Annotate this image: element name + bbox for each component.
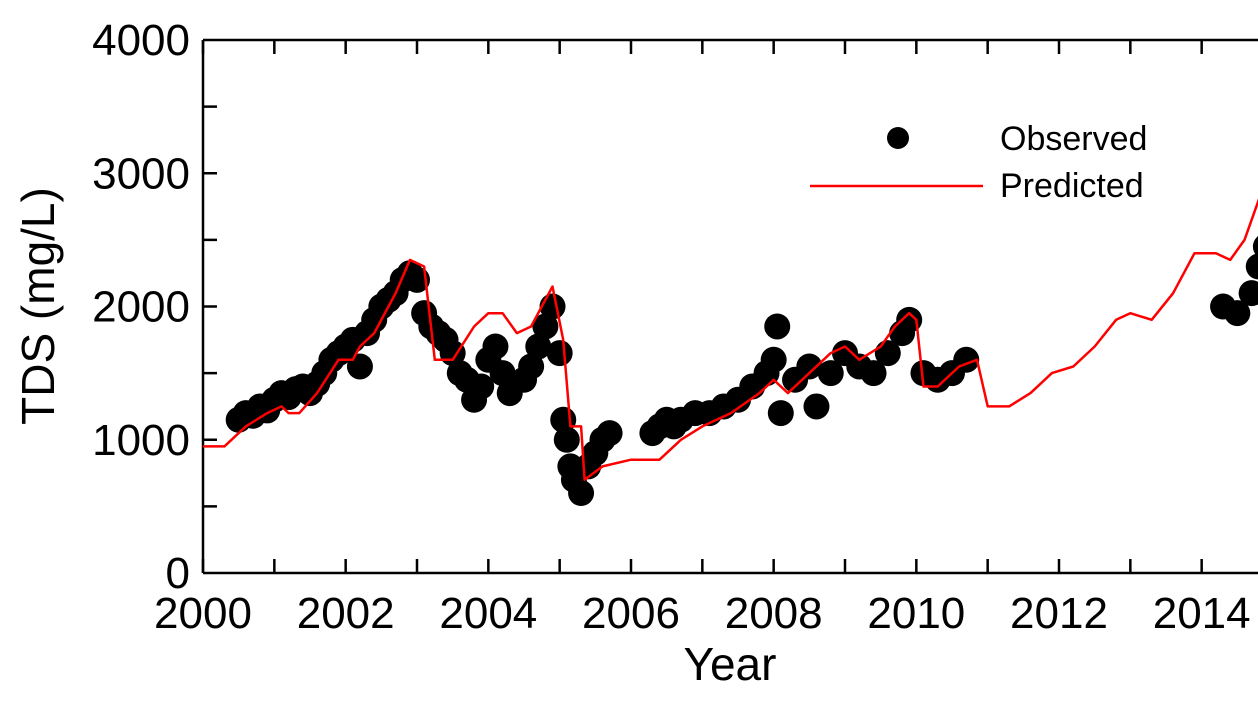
x-tick-label: 2002 — [297, 589, 395, 638]
y-tick-label: 3000 — [92, 149, 190, 198]
observed-point — [760, 346, 787, 373]
observed-point — [896, 306, 923, 333]
observed-point — [546, 340, 573, 367]
observed-point — [764, 313, 791, 340]
y-tick-label: 0 — [166, 549, 190, 598]
observed-point — [404, 266, 430, 293]
y-tick-label: 2000 — [92, 283, 190, 332]
x-tick-label: 2010 — [867, 589, 965, 638]
legend-observed-marker — [887, 127, 909, 149]
axis-ticks — [201, 40, 1203, 573]
y-tick-label: 4000 — [92, 16, 190, 65]
observed-point — [1252, 236, 1258, 257]
observed-point — [525, 333, 552, 360]
observed-point — [482, 333, 509, 360]
observed-point — [346, 353, 373, 380]
observed-point — [532, 313, 559, 340]
observed-point — [860, 360, 887, 387]
observed-point — [553, 426, 580, 453]
x-tick-label: 2014 — [1153, 589, 1251, 638]
observed-point — [767, 400, 794, 427]
observed-point — [817, 360, 844, 387]
observed-point — [1224, 300, 1251, 327]
observed-point — [539, 293, 566, 320]
x-axis-title: Year — [684, 638, 777, 690]
observed-point — [568, 480, 595, 507]
legend: Observed Predicted — [810, 120, 1147, 205]
x-tick-label: 2008 — [725, 589, 823, 638]
axis-tick-labels: 2000 2002 2004 2006 2008 2010 2012 2014 0 1000 200… — [92, 16, 1251, 638]
observed-point — [489, 360, 516, 387]
predicted-line — [203, 198, 1258, 481]
observed-point — [518, 353, 545, 380]
x-tick-label: 2004 — [439, 589, 537, 638]
x-tick-label: 2006 — [582, 589, 680, 638]
observed-point — [596, 420, 623, 447]
x-tick-label: 2000 — [154, 589, 252, 638]
y-axis-title: TDS (mg/L) — [12, 187, 64, 425]
observed-point — [468, 373, 495, 400]
legend-observed-label: Observed — [1000, 120, 1147, 158]
observed-series — [225, 236, 1258, 507]
observed-point — [1238, 280, 1258, 307]
x-tick-label: 2012 — [1010, 589, 1108, 638]
observed-point — [1245, 253, 1258, 280]
observed-point — [803, 393, 830, 420]
observed-point — [796, 353, 823, 380]
legend-predicted-label: Predicted — [1000, 167, 1144, 205]
series-layer — [203, 198, 1258, 507]
y-tick-label: 1000 — [92, 416, 190, 465]
